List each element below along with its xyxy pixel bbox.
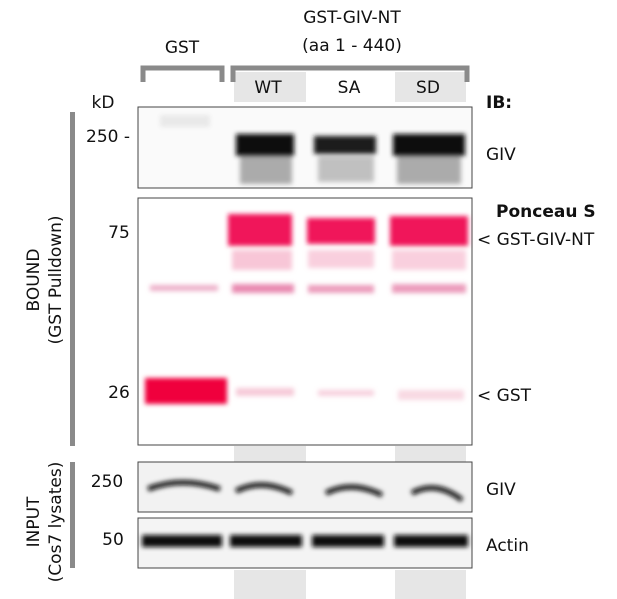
marker-label: 250 (91, 472, 123, 492)
lane-label: SD (416, 78, 440, 98)
lane-label: SA (338, 78, 361, 98)
side-bar (70, 112, 75, 446)
bands (160, 115, 465, 184)
blot-label: < GST (477, 386, 532, 406)
blot-label: < GST-GIV-NT (477, 230, 595, 250)
construct-label: GST-GIV-NT (303, 8, 401, 28)
bracket (140, 65, 225, 82)
marker-label: 250 - (86, 127, 130, 147)
bands (142, 535, 468, 547)
bands (147, 480, 464, 503)
kd-label: kD (92, 93, 115, 113)
blot-label: GIV (486, 480, 516, 500)
marker-label: 26 (108, 383, 130, 403)
construct-range: (aa 1 - 440) (302, 36, 402, 56)
marker-label: 50 (102, 530, 124, 550)
ib-label: IB: (486, 93, 512, 113)
input-label: INPUT (24, 496, 44, 547)
bracket (230, 65, 470, 82)
stain-label: Ponceau S (496, 202, 596, 222)
marker-label: 75 (108, 223, 130, 243)
lane-shading (234, 72, 466, 599)
side-bar (70, 462, 75, 568)
gst-label: GST (165, 38, 200, 58)
lane-label: WT (254, 78, 282, 98)
blot-panel (137, 461, 473, 513)
blot-label: GIV (486, 145, 516, 165)
bound-label: BOUND (24, 249, 44, 312)
bound-sublabel: (GST Pulldown) (46, 215, 66, 344)
input-sublabel: (Cos7 lysates) (46, 462, 66, 583)
blot-label: Actin (486, 536, 529, 556)
bands (145, 214, 468, 404)
